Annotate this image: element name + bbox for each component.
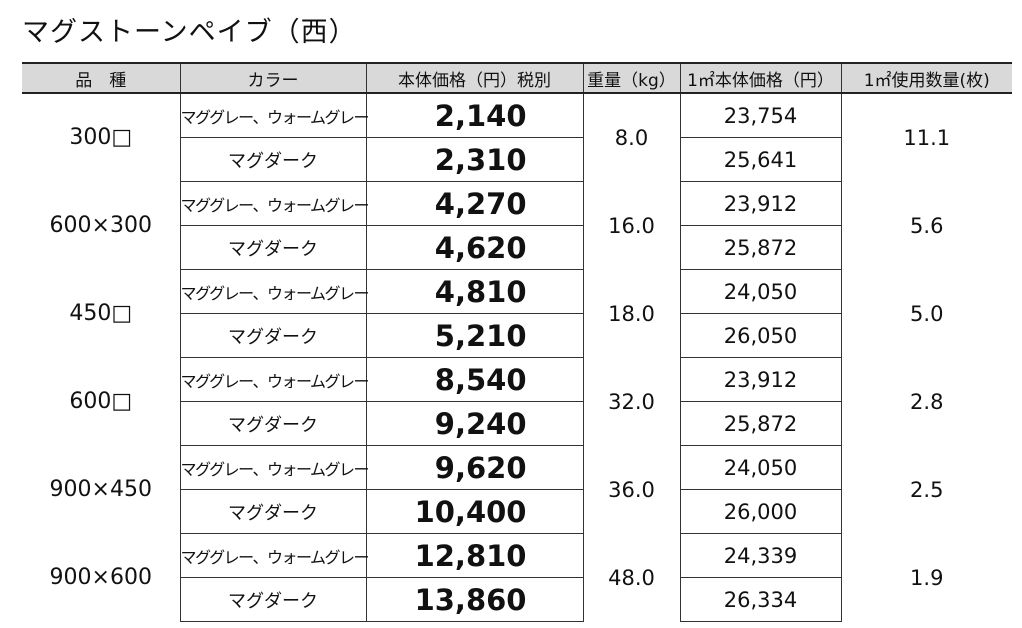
header-variety: 品 種 — [22, 62, 180, 94]
qty-per-m2-cell: 2.8 — [840, 357, 1012, 446]
color-cell: マググレー、ウォームグレー — [179, 181, 370, 226]
price-per-m2-cell: 26,000 — [679, 489, 841, 534]
variety-cell: 300□ — [69, 125, 133, 151]
weight-cell: 18.0 — [582, 269, 680, 358]
qty-per-m2-cell: 1.9 — [840, 533, 1012, 622]
price-per-m2-cell: 24,050 — [679, 445, 841, 490]
price-cell: 2,140 — [365, 93, 583, 138]
price-per-m2-cell: 23,754 — [679, 93, 841, 138]
price-cell: 5,210 — [365, 313, 583, 358]
weight-cell: 32.0 — [582, 357, 680, 446]
color-cell: マググレー、ウォームグレー — [179, 269, 370, 314]
price-cell: 10,400 — [365, 489, 583, 534]
table-row: 600□ マググレー、ウォームグレー 8,540 32.0 23,912 2.8 — [22, 357, 1012, 446]
weight-cell: 16.0 — [582, 181, 680, 270]
header-weight: 重量（kg） — [582, 62, 680, 94]
qty-per-m2-cell: 5.0 — [840, 269, 1012, 358]
price-cell: 9,240 — [365, 401, 583, 446]
price-cell: 9,620 — [365, 445, 583, 490]
weight-cell: 36.0 — [582, 445, 680, 534]
color-cell: マグダーク — [179, 401, 366, 446]
table-row: 600×300 マググレー、ウォームグレー 4,270 16.0 23,912 5.6 — [22, 181, 1012, 270]
table-row: 300□ マググレー、ウォームグレー 2,140 8.0 23,754 11.1 — [22, 93, 1012, 182]
price-per-m2-cell: 25,641 — [679, 137, 841, 182]
variety-cell: 600□ — [69, 389, 133, 414]
qty-per-m2-cell: 5.6 — [840, 181, 1012, 270]
color-cell: マグダーク — [179, 577, 366, 622]
price-per-m2-cell: 23,912 — [679, 357, 841, 402]
header-row: 品 種 カラー 本体価格（円）税別 重量（kg） 1㎡本体価格（円） 1㎡使用数… — [22, 62, 1012, 94]
table-row: マグダーク 5,210 26,050 — [22, 313, 1012, 358]
color-cell: マググレー、ウォームグレー — [179, 93, 370, 138]
price-per-m2-cell: 23,912 — [679, 181, 841, 226]
header-price-per-m2: 1㎡本体価格（円） — [679, 62, 841, 94]
variety-cell: 450□ — [69, 301, 133, 326]
price-per-m2-cell: 24,339 — [679, 533, 841, 578]
weight-cell: 8.0 — [582, 93, 680, 182]
price-cell: 2,310 — [365, 137, 583, 182]
price-per-m2-cell: 26,050 — [679, 313, 841, 358]
header-qty-per-m2: 1㎡使用数量(枚) — [840, 62, 1012, 94]
price-cell: 4,810 — [365, 269, 583, 314]
table-row: マグダーク 4,620 25,872 — [22, 225, 1012, 270]
variety-cell: 600×300 — [49, 213, 152, 238]
variety-cell: 900×450 — [49, 477, 152, 502]
weight-cell: 48.0 — [582, 533, 680, 622]
price-cell: 12,810 — [365, 533, 583, 578]
price-cell: 8,540 — [365, 357, 583, 402]
table-row: 900×600 マググレー、ウォームグレー 12,810 48.0 24,339 1.9 — [22, 533, 1012, 622]
price-per-m2-cell: 26,334 — [679, 577, 841, 622]
price-cell: 13,860 — [365, 577, 583, 622]
price-per-m2-cell: 24,050 — [679, 269, 841, 314]
qty-per-m2-cell: 2.5 — [840, 445, 1012, 534]
price-per-m2-cell: 25,872 — [679, 225, 841, 270]
header-color: カラー — [179, 62, 366, 94]
price-table: 品 種 カラー 本体価格（円）税別 重量（kg） 1㎡本体価格（円） 1㎡使用数… — [22, 62, 1012, 622]
page-title: マグストーンペイブ（西） — [22, 17, 357, 48]
color-cell: マグダーク — [179, 489, 366, 534]
header-price: 本体価格（円）税別 — [365, 62, 583, 94]
color-cell: マグダーク — [179, 137, 366, 182]
color-cell: マググレー、ウォームグレー — [179, 533, 370, 578]
table-row: マグダーク 9,240 25,872 — [22, 401, 1012, 446]
price-cell: 4,270 — [365, 181, 583, 226]
color-cell: マグダーク — [179, 225, 366, 270]
table-row: マグダーク 2,310 25,641 — [22, 137, 1012, 182]
price-per-m2-cell: 25,872 — [679, 401, 841, 446]
price-cell: 4,620 — [365, 225, 583, 270]
color-cell: マグダーク — [179, 313, 366, 358]
table-row: マグダーク 13,860 26,334 — [22, 577, 1012, 622]
color-cell: マググレー、ウォームグレー — [179, 445, 370, 490]
variety-cell: 900×600 — [49, 565, 152, 590]
qty-per-m2-cell: 11.1 — [840, 93, 1012, 182]
table-row: 450□ マググレー、ウォームグレー 4,810 18.0 24,050 5.0 — [22, 269, 1012, 358]
table-row: マグダーク 10,400 26,000 — [22, 489, 1012, 534]
color-cell: マググレー、ウォームグレー — [179, 357, 370, 402]
table-row: 900×450 マググレー、ウォームグレー 9,620 36.0 24,050 2.5 — [22, 445, 1012, 534]
